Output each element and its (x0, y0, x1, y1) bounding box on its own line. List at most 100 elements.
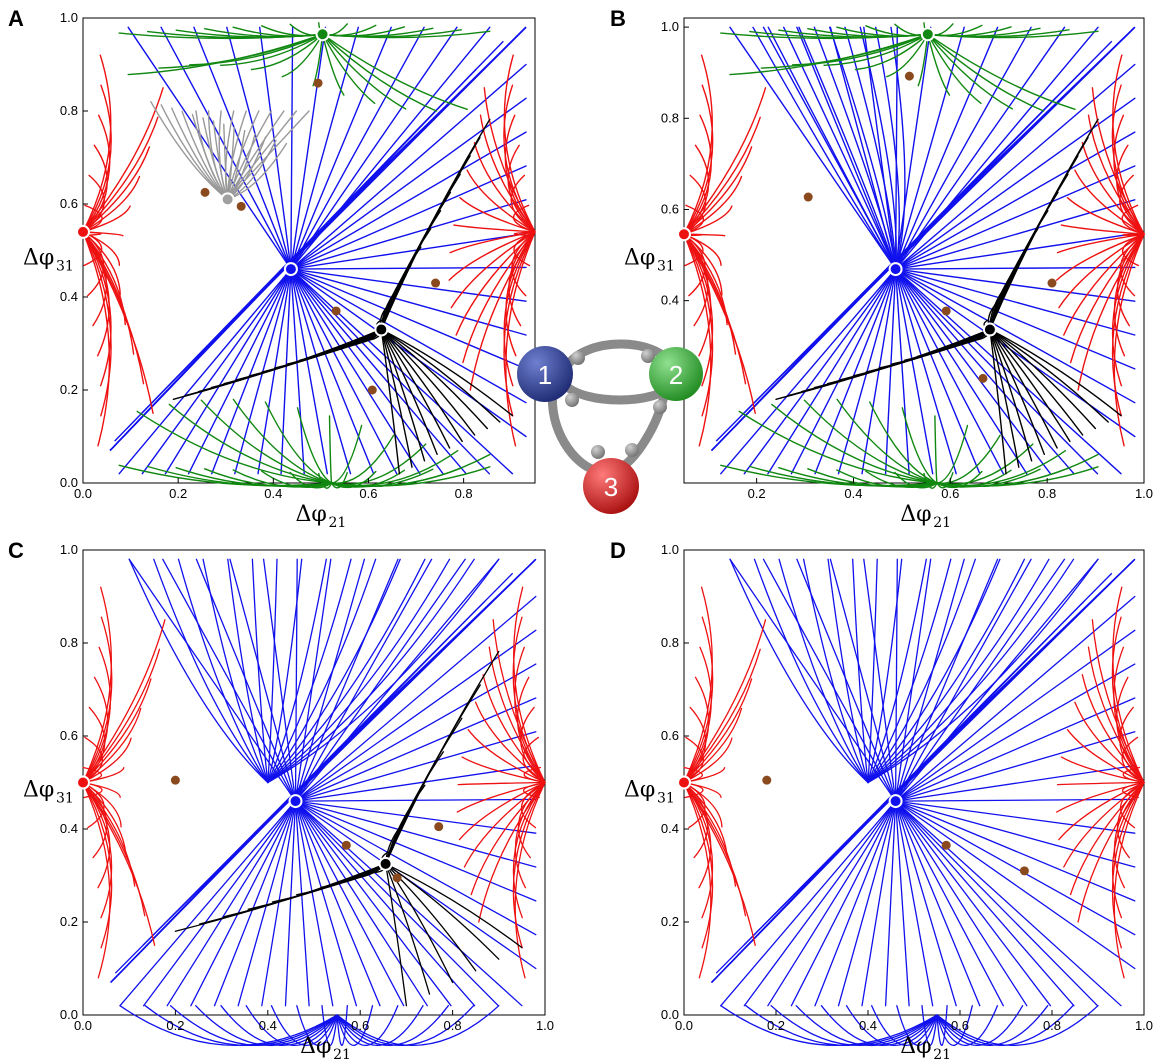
red-streamline (1091, 619, 1145, 784)
blue-streamline (767, 268, 897, 475)
y-axis-label-subscript: 31 (56, 258, 74, 274)
red-streamline (683, 781, 714, 949)
blue-streamline (894, 800, 1136, 970)
blue-streamline (166, 800, 297, 1007)
red-streamline (683, 87, 767, 235)
black-streamline (989, 328, 1020, 468)
red-streamline (82, 781, 136, 887)
blue-streamline (294, 800, 499, 1007)
x-tick-label: 0.4 (859, 1018, 877, 1033)
blue-streamline (820, 1005, 938, 1047)
y-axis-label: Δφ (23, 777, 54, 802)
blue-streamline (770, 1005, 938, 1047)
blue-streamline (867, 558, 976, 784)
network-motif: 1 2 3 (517, 339, 703, 514)
blue-streamline (720, 800, 897, 1007)
blue-streamline (729, 558, 869, 784)
black-streamline (989, 328, 1109, 423)
blue-streamline (336, 1005, 399, 1046)
red-streamline (1058, 233, 1145, 309)
blue-streamline (290, 26, 294, 270)
blue-streamline (894, 268, 1028, 475)
green-streamline (771, 403, 938, 484)
panel-c-label: C (8, 538, 24, 563)
x-axis-label-subscript: 21 (933, 515, 951, 531)
blue-streamline (336, 1005, 424, 1046)
blue-streamline (267, 558, 401, 784)
x-tick-label: 0.0 (675, 1018, 693, 1033)
blue-streamline (294, 800, 452, 1007)
x-tick-label: 0.6 (359, 486, 377, 501)
black-streamline (384, 863, 431, 995)
black-streamline (989, 328, 1058, 449)
red-streamline (467, 729, 546, 784)
red-streamline (82, 146, 151, 233)
red-streamline (82, 781, 156, 946)
saddle-point (200, 187, 210, 197)
blue-streamline (290, 97, 527, 270)
blue-streamline (894, 800, 1136, 936)
blue-streamline (294, 558, 298, 802)
blue-streamline (294, 558, 433, 802)
node-1-label: 1 (538, 360, 552, 390)
red-streamline (82, 87, 164, 233)
red-streamline (82, 646, 112, 784)
blue-streamline (261, 800, 297, 1007)
blue-streamline (859, 26, 897, 270)
green-streamline (836, 469, 938, 488)
red-streamline (1091, 87, 1145, 235)
stable-point (283, 262, 298, 277)
panel-d-plot: 0.0 0.2 0.4 0.6 0.8 1.00.00.20.40.60.81.0Δφ 21… (624, 542, 1153, 1059)
red-streamline (1077, 781, 1145, 923)
saddle-point (1019, 866, 1029, 876)
blue-streamline (237, 800, 297, 1007)
blue-streamline (894, 558, 965, 802)
red-streamline (1060, 224, 1145, 235)
blue-streamline (336, 1005, 348, 1046)
blue-streamline (284, 800, 297, 1007)
red-streamline (450, 231, 536, 309)
panel-a-label: A (8, 6, 24, 31)
red-streamline (683, 619, 767, 784)
blue-streamline (160, 26, 292, 270)
green-streamline (232, 469, 333, 488)
blue-streamline (894, 558, 898, 802)
stable-point (982, 322, 997, 337)
green-streamline (321, 33, 468, 110)
blue-streamline (294, 800, 537, 868)
blue-streamline (867, 558, 1099, 784)
red-streamline (1063, 233, 1145, 336)
red-streamline (683, 84, 714, 235)
red-streamline (474, 701, 546, 784)
red-streamline (82, 586, 113, 784)
green-streamline (321, 30, 491, 39)
y-tick-label: 0.6 (60, 196, 78, 211)
blue-streamline (894, 268, 1136, 370)
x-tick-label: 0.2 (166, 1018, 184, 1033)
blue-streamline (257, 268, 292, 475)
red-streamline (448, 231, 536, 281)
x-tick-label: 0.2 (767, 1018, 785, 1033)
x-axis-label-subscript: 21 (328, 515, 346, 531)
blue-streamline (867, 558, 903, 784)
blue-streamline (802, 558, 869, 784)
x-axis-label-subscript: 21 (933, 1047, 951, 1059)
panel-c: C 0.0 0.2 0.4 0.6 0.8 1.0 0.0 0.2 0.4 0.6 0.8 1.0 Δφ… (8, 538, 554, 1059)
blue-streamline (762, 558, 897, 802)
blue-streamline (813, 26, 897, 270)
blue-streamline (814, 800, 897, 1007)
blue-streamline (921, 1005, 938, 1046)
node-2 (649, 347, 703, 401)
green-streamline (136, 410, 333, 484)
red-streamline (1066, 197, 1145, 235)
plot-frame (82, 549, 546, 1016)
red-streamline (453, 224, 536, 233)
red-streamline (458, 781, 546, 841)
blue-streamline (267, 558, 500, 784)
x-tick-label: 0.4 (844, 486, 862, 501)
blue-streamline (169, 1005, 338, 1047)
blue-streamline (280, 268, 292, 475)
red-streamline (503, 54, 536, 233)
blue-streamline (294, 697, 537, 802)
black-streamline (380, 328, 514, 417)
